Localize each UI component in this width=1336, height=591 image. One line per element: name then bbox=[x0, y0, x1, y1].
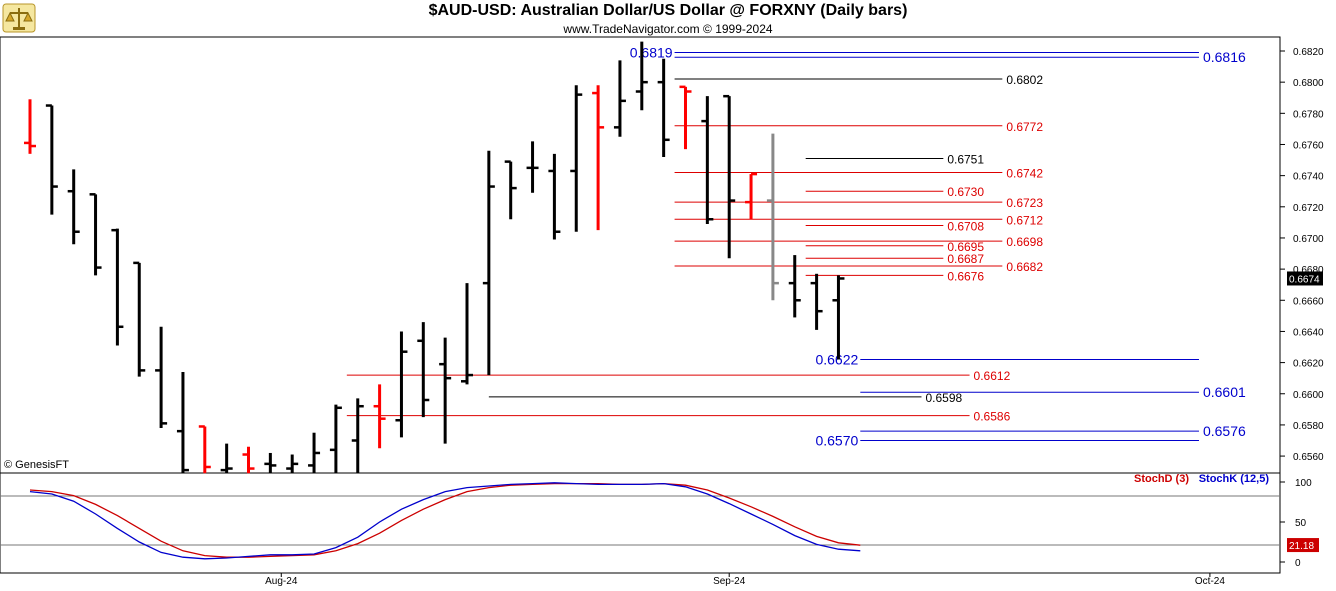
price-tick-label: 0.6820 bbox=[1293, 47, 1324, 58]
ohlc-bar bbox=[351, 398, 364, 474]
ohlc-bar bbox=[504, 160, 517, 220]
price-tick-label: 0.6760 bbox=[1293, 140, 1324, 151]
price-level-label: 0.6819 bbox=[630, 45, 673, 61]
ohlc-bar bbox=[592, 85, 605, 231]
price-tick-label: 0.6680 bbox=[1293, 265, 1324, 276]
ohlc-bar bbox=[613, 60, 626, 137]
price-level-label: 0.6698 bbox=[1006, 235, 1043, 249]
ohlc-bar bbox=[264, 452, 277, 474]
stoch-d-line bbox=[29, 482, 861, 558]
ohlc-bar bbox=[832, 275, 845, 360]
price-level-label: 0.6695 bbox=[947, 240, 984, 254]
stoch-tick-label: 0 bbox=[1295, 558, 1301, 569]
ohlc-bar bbox=[89, 193, 102, 276]
ohlc-bar bbox=[679, 85, 692, 150]
price-tick-label: 0.6660 bbox=[1293, 296, 1324, 307]
stoch-tick-label: 100 bbox=[1295, 478, 1312, 489]
date-tick-label: Aug-24 bbox=[265, 576, 298, 587]
price-level-label: 0.6751 bbox=[947, 153, 984, 167]
price-level-label: 0.6802 bbox=[1006, 73, 1043, 87]
stoch-last-value-box bbox=[1287, 538, 1319, 553]
ohlc-bar bbox=[570, 85, 583, 232]
ohlc-bar bbox=[417, 322, 430, 418]
ohlc-bar bbox=[745, 172, 758, 220]
ohlc-bar bbox=[242, 446, 255, 474]
stoch-last-value-label: 21.18 bbox=[1289, 541, 1314, 552]
ohlc-bar bbox=[526, 141, 539, 193]
ohlc-bar bbox=[286, 454, 299, 474]
ohlc-bar bbox=[176, 371, 189, 474]
price-level-label: 0.6687 bbox=[947, 252, 984, 266]
price-tick-label: 0.6700 bbox=[1293, 234, 1324, 245]
price-tick-label: 0.6800 bbox=[1293, 78, 1324, 89]
stochastic-axis: 100 50 0 21.18 bbox=[1280, 478, 1319, 569]
stoch-tick-label: 50 bbox=[1295, 518, 1307, 529]
price-tick-label: 0.6780 bbox=[1293, 109, 1324, 120]
copyright-label: © GenesisFT bbox=[4, 459, 69, 471]
ohlc-bar bbox=[766, 133, 779, 301]
price-level-label: 0.6601 bbox=[1203, 384, 1246, 400]
last-price-box bbox=[1287, 271, 1323, 286]
date-tick-label: Oct-24 bbox=[1195, 576, 1225, 587]
price-level-label: 0.6612 bbox=[974, 369, 1011, 383]
price-level-label: 0.6586 bbox=[974, 410, 1011, 424]
price-tick-label: 0.6580 bbox=[1293, 421, 1324, 432]
ohlc-bar bbox=[373, 384, 386, 449]
ohlc-bar bbox=[482, 150, 495, 376]
price-axis: 0.6560 0.6580 0.6600 0.6620 0.6640 0.6660 0.66… bbox=[1280, 47, 1324, 463]
ohlc-bar bbox=[155, 326, 168, 429]
price-tick-label: 0.6720 bbox=[1293, 203, 1324, 214]
ohlc-bar bbox=[111, 228, 124, 346]
ohlc-bar bbox=[439, 337, 452, 444]
trade-navigator-logo-icon bbox=[2, 3, 36, 33]
date-axis: Aug-24 Sep-24 Oct-24 bbox=[265, 573, 1225, 587]
price-level-label: 0.6816 bbox=[1203, 49, 1246, 65]
ohlc-bar bbox=[395, 331, 408, 438]
price-level-label: 0.6576 bbox=[1203, 423, 1246, 439]
ohlc-bar bbox=[810, 273, 823, 330]
chart-title: $AUD-USD: Australian Dollar/US Dollar @ … bbox=[428, 2, 908, 19]
ohlc-bar bbox=[45, 104, 58, 215]
price-level-label: 0.6570 bbox=[815, 433, 858, 449]
price-level-label: 0.6730 bbox=[947, 185, 984, 199]
price-level-label: 0.6682 bbox=[1006, 260, 1043, 274]
chart-frame bbox=[0, 36, 1281, 574]
legend-stoch-k: StochK (12,5) bbox=[1199, 473, 1270, 485]
price-bars bbox=[24, 41, 845, 474]
stochastic-panel bbox=[29, 482, 861, 560]
date-tick-label: Sep-24 bbox=[713, 576, 746, 587]
ohlc-bar bbox=[701, 96, 714, 224]
ohlc-bar bbox=[133, 261, 146, 377]
stoch-k-line bbox=[29, 482, 861, 560]
price-level-label: 0.6772 bbox=[1006, 120, 1043, 134]
price-level-label: 0.6742 bbox=[1006, 167, 1043, 181]
ohlc-bar bbox=[548, 153, 561, 240]
price-level-label: 0.6723 bbox=[1006, 196, 1043, 210]
chart-subtitle: www.TradeNavigator.com © 1999-2024 bbox=[563, 22, 773, 36]
legend-stoch-d: StochD (3) bbox=[1134, 473, 1189, 485]
ohlc-bar bbox=[635, 41, 648, 111]
price-level-label: 0.6676 bbox=[947, 269, 984, 283]
price-level-label: 0.6708 bbox=[947, 219, 984, 233]
price-tick-label: 0.6560 bbox=[1293, 452, 1324, 463]
ohlc-bar bbox=[657, 58, 670, 157]
price-level-label: 0.6712 bbox=[1006, 213, 1043, 227]
price-tick-label: 0.6740 bbox=[1293, 172, 1324, 183]
price-level-label: 0.6598 bbox=[925, 391, 962, 405]
ohlc-bar bbox=[67, 169, 80, 245]
ohlc-bar bbox=[220, 443, 233, 474]
ohlc-bar bbox=[308, 432, 321, 474]
price-tick-label: 0.6620 bbox=[1293, 359, 1324, 370]
last-price-label: 0.6674 bbox=[1289, 274, 1320, 285]
ohlc-bar bbox=[461, 283, 473, 385]
ohlc-bar bbox=[329, 404, 342, 474]
price-tick-label: 0.6640 bbox=[1293, 327, 1324, 338]
ohlc-bar bbox=[788, 255, 801, 318]
ohlc-bar bbox=[24, 99, 36, 154]
price-tick-label: 0.6600 bbox=[1293, 390, 1324, 401]
ohlc-bar bbox=[198, 425, 211, 474]
price-levels: 0.6819 0.6816 0.6802 0.6772 0.6751 0.6742 0.67… bbox=[346, 45, 1246, 449]
ohlc-bar bbox=[723, 94, 736, 259]
